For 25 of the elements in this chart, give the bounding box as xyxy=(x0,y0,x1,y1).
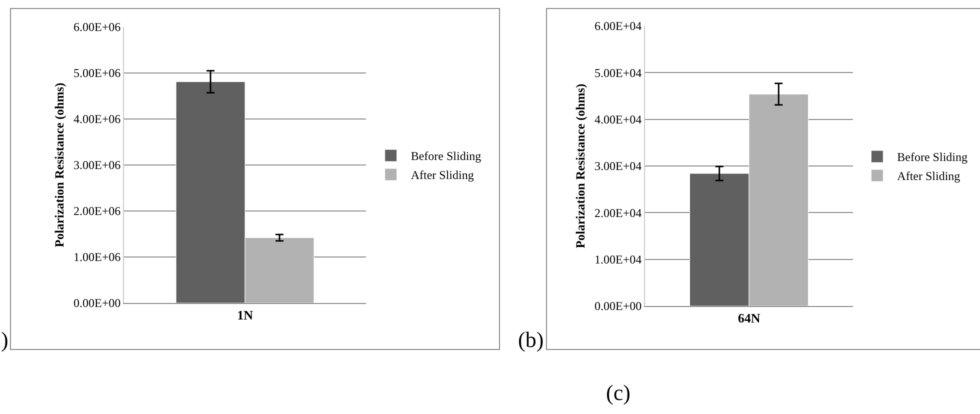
text: (b) xyxy=(518,327,544,352)
y-tick-label: 6.00E+06 xyxy=(73,20,121,34)
y-axis-title: Polarization Resistance (ohms) xyxy=(574,84,588,248)
y-tick-label: 2.00E+06 xyxy=(73,204,121,218)
y-tick-label: 5.00E+06 xyxy=(73,66,121,80)
y-tick-label: 0.00E+00 xyxy=(594,299,642,314)
y-tick-label: 1.00E+04 xyxy=(594,252,642,267)
legend-label: After Sliding xyxy=(897,169,960,184)
y-tick-label: 5.00E+04 xyxy=(594,66,642,80)
x-tick-label: 64N xyxy=(738,310,761,326)
y-tick-label: 4.00E+06 xyxy=(73,112,121,126)
y-tick-label: 0.00E+00 xyxy=(73,296,121,310)
text: ) xyxy=(1,327,8,352)
y-tick-label: 2.00E+04 xyxy=(594,206,642,220)
text: (c) xyxy=(606,380,630,405)
x-tick-label: 1N xyxy=(237,308,254,323)
y-tick-label: 1.00E+06 xyxy=(73,250,121,264)
y-tick-label: 3.00E+06 xyxy=(73,158,121,172)
y-tick-label: 6.00E+04 xyxy=(594,19,642,34)
legend-label: Before Sliding xyxy=(897,150,968,164)
y-tick-label: 3.00E+04 xyxy=(594,159,642,174)
y-tick-label: 4.00E+04 xyxy=(594,112,642,127)
y-axis-title: Polarization Resistance (ohms) xyxy=(52,82,67,248)
legend-label: After Sliding xyxy=(410,168,474,182)
legend-label: Before Sliding xyxy=(410,149,482,164)
